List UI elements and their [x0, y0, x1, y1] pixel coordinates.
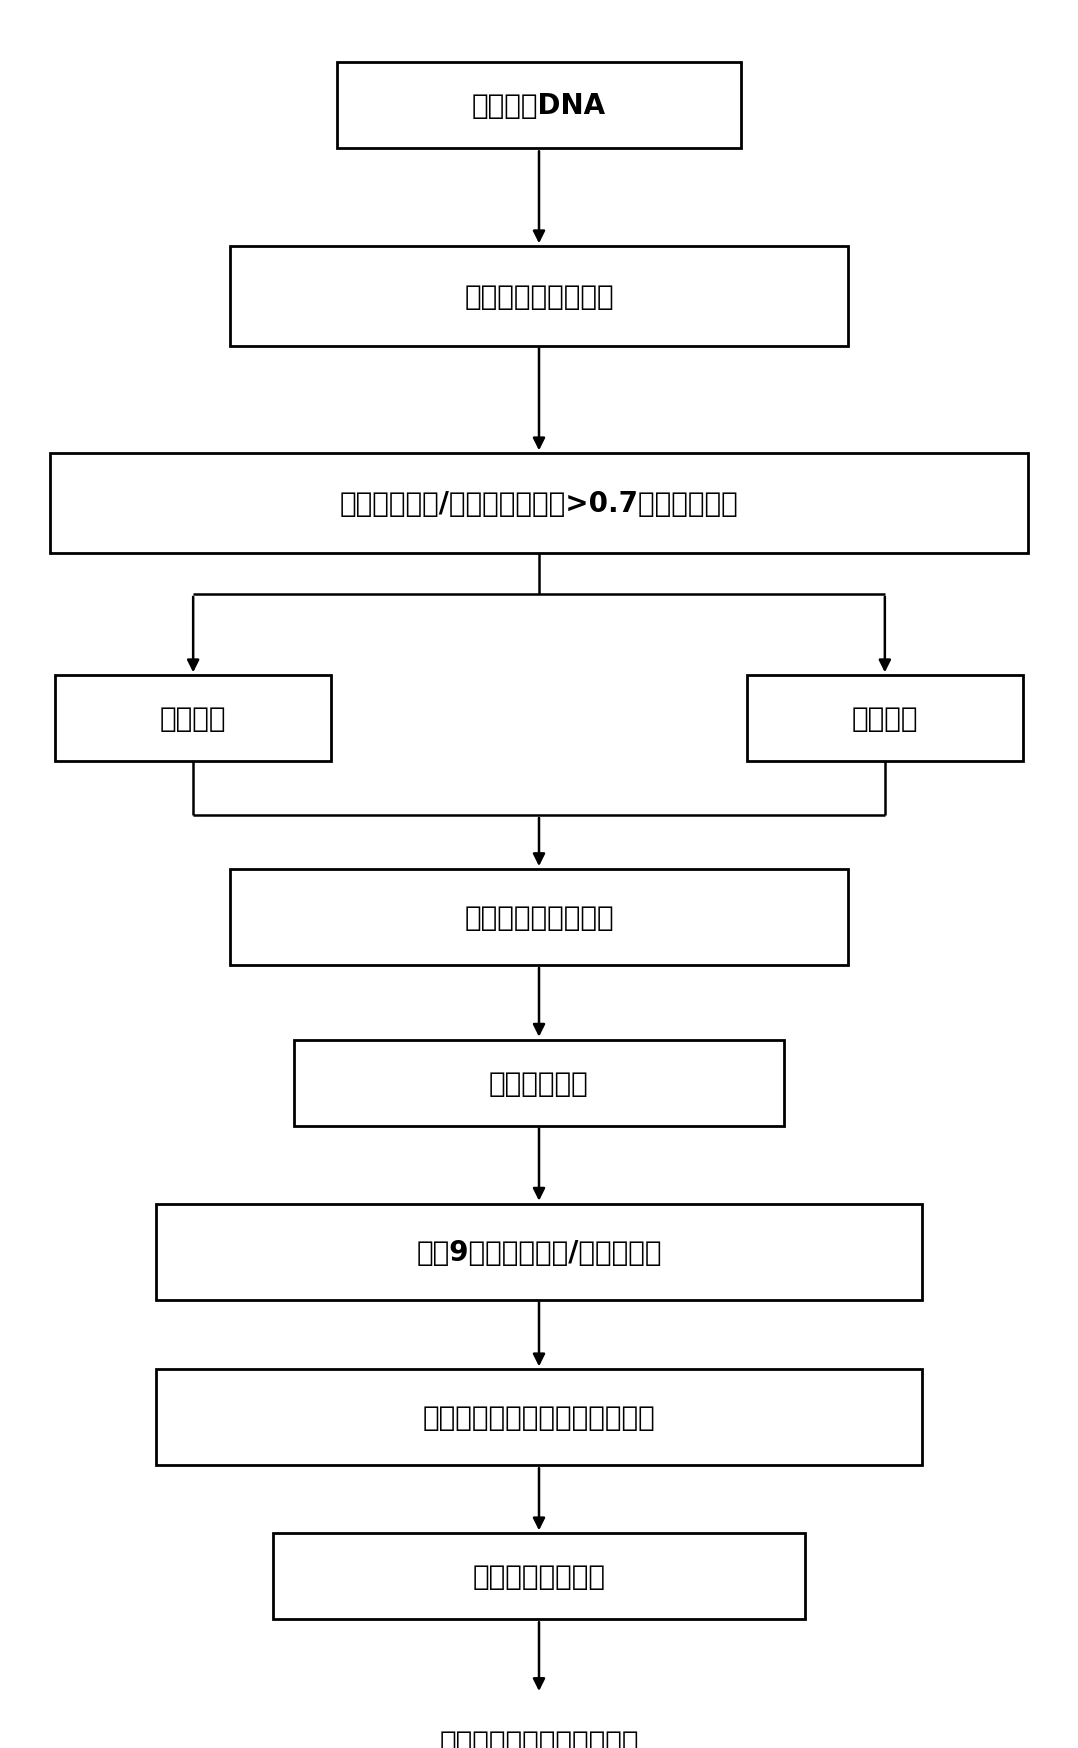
Text: 具有最优阈值的甲基化模型: 具有最优阈值的甲基化模型: [439, 1729, 639, 1748]
Text: 包含9个甲基化位点/区域的模型: 包含9个甲基化位点/区域的模型: [416, 1238, 662, 1266]
Text: 具有显著甲基化差异: 具有显著甲基化差异: [465, 904, 613, 932]
Text: 简化亚硫酸氢盐测序: 简化亚硫酸氢盐测序: [465, 283, 613, 311]
FancyBboxPatch shape: [336, 63, 742, 149]
FancyBboxPatch shape: [294, 1040, 784, 1126]
Text: 高斯混合模型模拟模型得分分布: 高斯混合模型模拟模型得分分布: [423, 1404, 655, 1432]
FancyBboxPatch shape: [156, 1204, 922, 1301]
FancyBboxPatch shape: [273, 1533, 805, 1619]
FancyBboxPatch shape: [50, 454, 1028, 554]
Text: 贪婪算法搜索/合并邻近相关性>0.7的甲基化位点: 贪婪算法搜索/合并邻近相关性>0.7的甲基化位点: [340, 489, 738, 517]
FancyBboxPatch shape: [55, 676, 332, 762]
FancyBboxPatch shape: [231, 869, 847, 965]
Text: 弹性网络回归: 弹性网络回归: [489, 1070, 589, 1098]
FancyBboxPatch shape: [198, 1694, 880, 1748]
FancyBboxPatch shape: [746, 676, 1023, 762]
Text: 低风险组: 低风险组: [160, 704, 226, 732]
FancyBboxPatch shape: [231, 246, 847, 346]
Text: 提取患者DNA: 提取患者DNA: [472, 93, 606, 121]
FancyBboxPatch shape: [156, 1369, 922, 1465]
Text: 网格搜索优化阈值: 网格搜索优化阈值: [472, 1563, 606, 1591]
Text: 高风险组: 高风险组: [852, 704, 918, 732]
